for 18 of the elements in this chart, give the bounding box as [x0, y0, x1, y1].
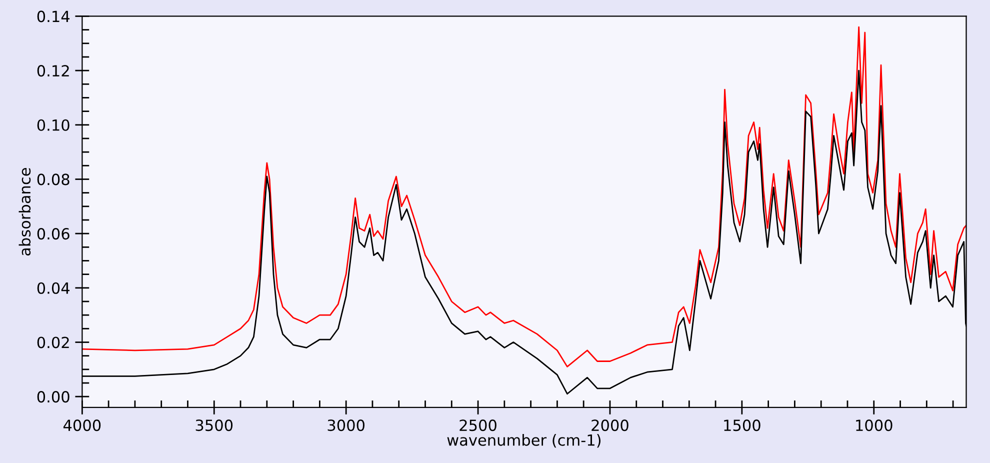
x-tick-label: 3500: [196, 420, 233, 432]
x-tick-label: 4000: [63, 420, 101, 432]
y-tick-label: 0.14: [37, 10, 70, 22]
x-axis-title: wavenumber (cm-1): [447, 434, 600, 448]
x-tick-label: 1500: [724, 420, 760, 432]
y-tick-label: 0.02: [37, 336, 69, 348]
y-tick-label: 0.12: [37, 65, 69, 77]
y-tick-label: 0.08: [37, 174, 70, 186]
x-tick-label: 1000: [856, 420, 892, 432]
x-tick-label: 3000: [328, 420, 364, 432]
y-tick-label: 0.00: [37, 391, 70, 403]
line-series: [82, 26, 966, 368]
y-tick-label: 0.06: [37, 228, 70, 240]
x-tick-label: 2000: [592, 420, 628, 432]
x-tick-label: 2500: [460, 420, 496, 432]
y-tick-label: 0.10: [37, 119, 70, 131]
y-axis-title: absorbance: [18, 168, 31, 256]
y-tick-label: 0.04: [37, 282, 70, 294]
